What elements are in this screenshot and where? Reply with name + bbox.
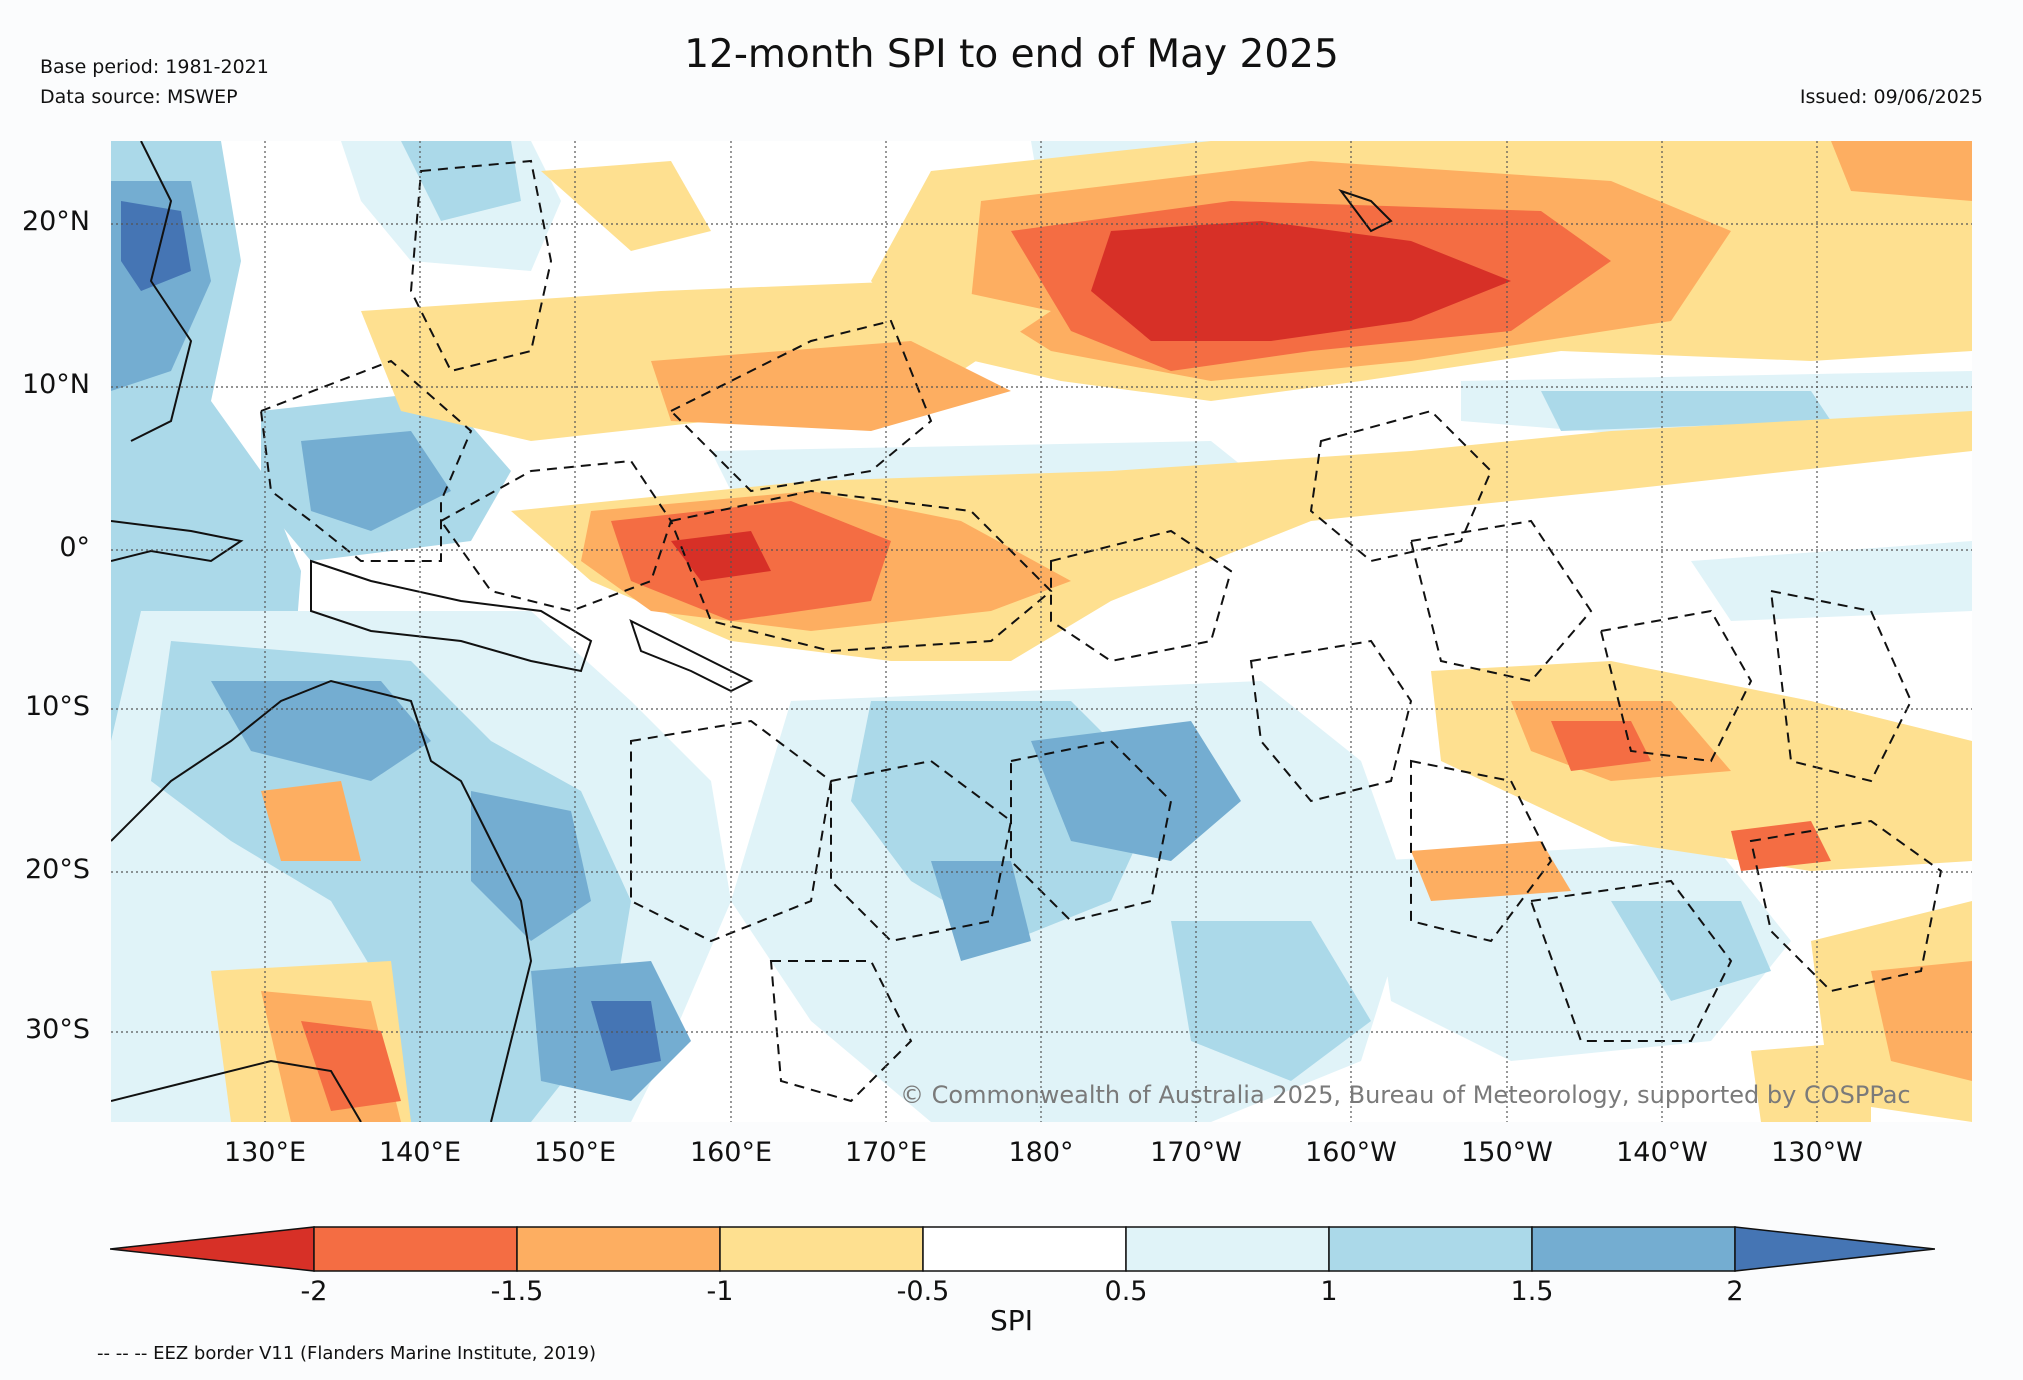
- colorbar: [110, 1226, 1935, 1272]
- colorbar-tick: -1: [706, 1276, 734, 1307]
- colorbar-tick: 1.5: [1510, 1276, 1554, 1307]
- lat-label-10n: 10°N: [21, 369, 90, 400]
- lon-label-180: 180°: [1008, 1137, 1074, 1168]
- colorbar-tick: 2: [1726, 1276, 1744, 1307]
- colorbar-bin: [922, 1226, 1127, 1272]
- colorbar-tick: 1: [1320, 1276, 1338, 1307]
- data-source: Data source: MSWEP: [40, 86, 238, 108]
- lat-label-20n: 20°N: [21, 206, 90, 237]
- colorbar-bin: [1328, 1226, 1533, 1272]
- lon-label-140e: 140°E: [378, 1137, 462, 1168]
- lon-label-130e: 130°E: [223, 1137, 307, 1168]
- lon-label-150w: 150°W: [1461, 1137, 1553, 1168]
- wet-anomaly-regions: [111, 141, 1972, 1122]
- colorbar-bin: [719, 1226, 924, 1272]
- graticule: [111, 141, 1972, 1122]
- base-period: Base period: 1981-2021: [40, 56, 269, 78]
- colorbar-tick: -1.5: [490, 1276, 544, 1307]
- colorbar-bin: [1125, 1226, 1330, 1272]
- map-title: 12-month SPI to end of May 2025: [684, 32, 1339, 77]
- colorbar-tick: -2: [300, 1276, 328, 1307]
- colorbar-tick: 0.5: [1104, 1276, 1148, 1307]
- coastlines: [111, 141, 1393, 1122]
- lat-label-30s: 30°S: [25, 1014, 90, 1045]
- colorbar-tick: -0.5: [896, 1276, 950, 1307]
- lon-label-160e: 160°E: [689, 1137, 773, 1168]
- dry-anomaly-regions: [211, 141, 1972, 1122]
- issued-date: Issued: 09/06/2025: [1799, 86, 1983, 108]
- colorbar-extend-high: [1734, 1226, 1935, 1272]
- lon-label-150e: 150°E: [533, 1137, 617, 1168]
- lon-label-160w: 160°W: [1305, 1137, 1397, 1168]
- colorbar-extend-low: [110, 1226, 315, 1272]
- colorbar-bin: [516, 1226, 721, 1272]
- eez-borders: [259, 159, 1943, 1103]
- lat-label-20s: 20°S: [25, 854, 90, 885]
- lon-label-170e: 170°E: [844, 1137, 928, 1168]
- lon-label-170w: 170°W: [1150, 1137, 1242, 1168]
- lon-label-140w: 140°W: [1616, 1137, 1708, 1168]
- lon-label-130w: 130°W: [1771, 1137, 1863, 1168]
- colorbar-label: SPI: [990, 1304, 1033, 1337]
- lat-label-0: 0°: [59, 532, 90, 563]
- spi-map: [111, 141, 1972, 1122]
- copyright-watermark: © Commonwealth of Australia 2025, Bureau…: [900, 1081, 1911, 1109]
- lat-label-10s: 10°S: [25, 691, 90, 722]
- eez-legend-note: -- -- -- EEZ border V11 (Flanders Marine…: [97, 1343, 597, 1364]
- colorbar-bin: [1531, 1226, 1736, 1272]
- colorbar-bin: [313, 1226, 518, 1272]
